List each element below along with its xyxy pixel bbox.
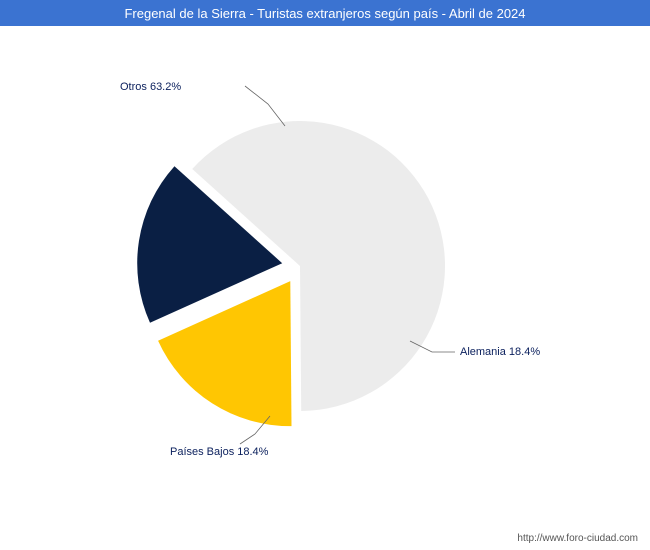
title-bar: Fregenal de la Sierra - Turistas extranj…: [0, 0, 650, 26]
leader-line: [245, 86, 285, 126]
slice-label: Alemania 18.4%: [460, 346, 540, 358]
leader-lines: [0, 26, 650, 526]
slice-label: Países Bajos 18.4%: [170, 446, 268, 458]
slice-label: Otros 63.2%: [120, 81, 181, 93]
footer-link: http://www.foro-ciudad.com: [517, 533, 638, 544]
chart-title: Fregenal de la Sierra - Turistas extranj…: [124, 6, 525, 21]
leader-line: [410, 341, 455, 352]
chart-area: Otros 63.2% Alemania 18.4% Países Bajos 18…: [0, 26, 650, 526]
leader-line: [240, 416, 270, 444]
